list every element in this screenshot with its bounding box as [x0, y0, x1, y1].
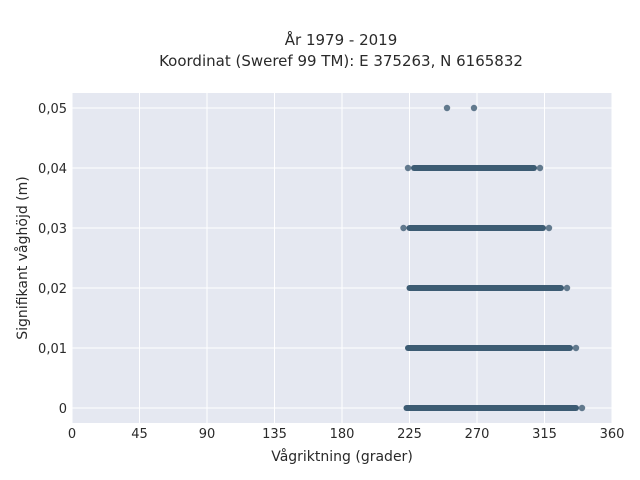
data-points	[400, 104, 586, 412]
data-band	[406, 225, 546, 231]
y-axis-label: Signifikant våghöjd (m)	[14, 176, 31, 339]
x-axis-label: Vågriktning (grader)	[271, 448, 413, 465]
data-point	[545, 224, 553, 232]
data-point	[470, 104, 478, 112]
x-tick-label: 0	[68, 427, 76, 442]
y-tick-label: 0,05	[38, 102, 67, 117]
data-bands	[403, 165, 579, 411]
x-tick-label: 315	[532, 427, 557, 442]
x-tick-label: 135	[262, 427, 287, 442]
chart-title: År 1979 - 2019	[285, 30, 398, 49]
y-tick-label: 0,04	[38, 162, 67, 177]
data-point	[443, 104, 451, 112]
chart-subtitle: Koordinat (Sweref 99 TM): E 375263, N 61…	[159, 52, 523, 70]
y-tick-label: 0	[59, 402, 67, 417]
data-point	[536, 164, 544, 172]
data-band	[411, 165, 537, 171]
data-point	[400, 224, 407, 232]
x-tick-label: 90	[199, 427, 216, 442]
y-tick-label: 0,01	[38, 342, 67, 357]
y-tick-label: 0,03	[38, 222, 67, 237]
data-band	[405, 345, 573, 351]
x-tick-label: 360	[600, 427, 625, 442]
x-tick-label: 270	[465, 427, 490, 442]
y-tick-label: 0,02	[38, 282, 67, 297]
x-tick-label: 225	[397, 427, 422, 442]
x-axis-ticks: 0 45 90 135 180 225 270 315 360	[68, 427, 625, 442]
x-tick-label: 180	[330, 427, 355, 442]
data-band	[403, 405, 579, 411]
data-point	[572, 344, 580, 352]
x-tick-label: 45	[131, 427, 148, 442]
y-axis-ticks: 0 0,01 0,02 0,03 0,04 0,05	[38, 102, 67, 417]
data-point	[563, 284, 571, 292]
data-band	[406, 285, 564, 291]
data-point	[404, 164, 412, 172]
data-point	[578, 404, 586, 412]
